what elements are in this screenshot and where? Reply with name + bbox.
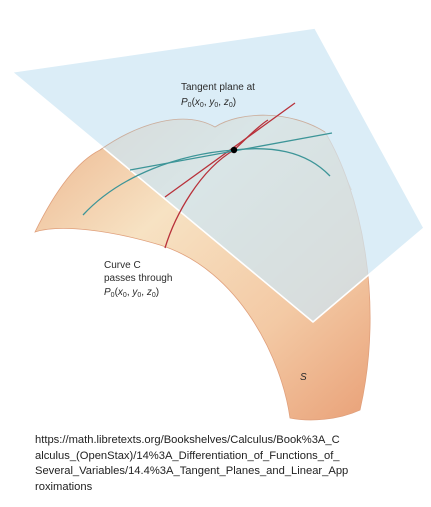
surface-s-label: S — [300, 372, 307, 383]
curve-c — [164, 119, 269, 249]
caption-line-4: roximations — [35, 480, 93, 493]
curve-c-point-label: P0(x0, y0, z0) — [104, 287, 159, 299]
tangent-plane-point-label: P0(x0, y0, z0) — [181, 97, 236, 109]
source-url-caption: https://math.libretexts.org/Bookshelves/… — [35, 433, 427, 495]
curve-c-label: Curve C — [104, 260, 141, 271]
point-p0 — [230, 146, 238, 154]
caption-line-1: https://math.libretexts.org/Bookshelves/… — [35, 434, 340, 446]
caption-line-3: Several_Variables/14.4%3A_Tangent_Planes… — [35, 465, 349, 478]
curve-c-label-line2: passes through — [104, 273, 172, 284]
surface-rim-through-plane — [99, 114, 326, 151]
caption-line-2: alculus_(OpenStax)/14%3A_Differentiation… — [35, 449, 340, 462]
tangent-plane-figure: Tangent plane at P0(x0, y0, z0) Curve C … — [11, 27, 425, 421]
tangent-plane — [11, 27, 425, 323]
tangent-plane-label: Tangent plane at — [181, 82, 255, 93]
surface-cross-curve — [82, 148, 331, 216]
cross-curve-tangent-line — [129, 132, 333, 171]
